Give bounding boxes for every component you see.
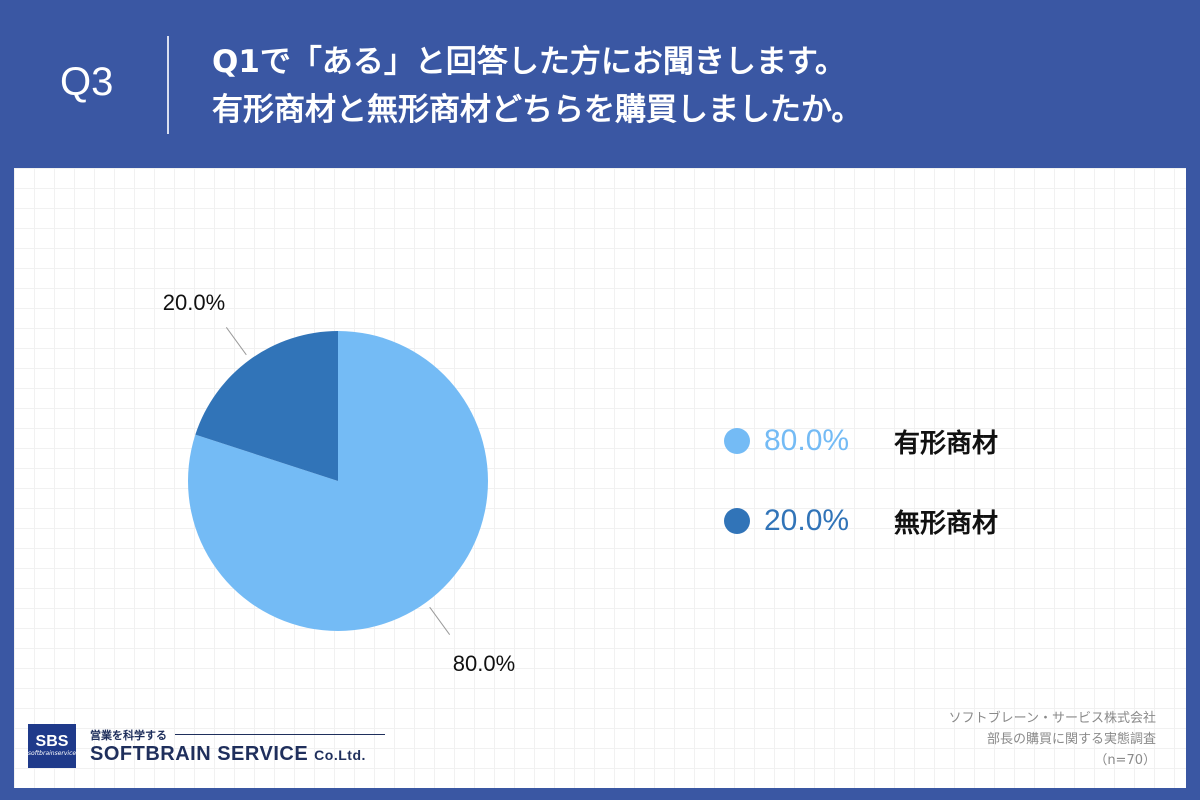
- legend-item-2: 20.0% 無形商材: [724, 501, 998, 541]
- pie-slice-2: [195, 331, 338, 481]
- legend-value: 80.0%: [764, 424, 850, 457]
- source-line-3: （n=70）: [1094, 753, 1156, 768]
- logo-mark-subtext: softbrainservice: [27, 750, 77, 757]
- logo-mark-text: SBS: [35, 733, 69, 750]
- company-logo: SBS softbrainservice 営業を科学する SOFTBRAIN S…: [28, 724, 385, 768]
- logo-tagline: 営業を科学する: [90, 727, 385, 743]
- data-label-2: 20.0%: [163, 290, 225, 315]
- pie-chart: 80.0% 20.0%: [163, 290, 515, 676]
- logo-text: 営業を科学する SOFTBRAIN SERVICE Co.Ltd.: [90, 727, 385, 766]
- source-note: ソフトブレーン・サービス株式会社 部長の購買に関する実態調査 （n=70）: [949, 708, 1156, 771]
- logo-name-text: SOFTBRAIN SERVICE: [90, 742, 309, 765]
- legend-item-1: 80.0% 有形商材: [724, 421, 998, 461]
- logo-mark: SBS softbrainservice: [28, 724, 76, 768]
- source-line-1: ソフトブレーン・サービス株式会社: [948, 711, 1156, 726]
- header-divider: [167, 36, 169, 134]
- legend-label: 有形商材: [894, 428, 999, 459]
- question-number: Q3: [60, 60, 114, 104]
- chart-card: 80.0% 20.0% 80.0% 有形商材 20.0% 無形商材: [14, 168, 1186, 788]
- legend-label: 無形商材: [894, 508, 999, 539]
- legend-swatch: [724, 508, 750, 534]
- leader-line-1: [429, 606, 451, 636]
- source-line-2: 部長の購買に関する実態調査: [986, 732, 1156, 747]
- question-text: Q1で「ある」と回答した方にお聞きします。 有形商材と無形商材どちらを購買しまし…: [212, 38, 1172, 134]
- question-line-2: 有形商材と無形商材どちらを購買しましたか。: [212, 92, 863, 128]
- question-header: Q3 Q1で「ある」と回答した方にお聞きします。 有形商材と無形商材どちらを購買…: [0, 0, 1200, 168]
- data-label-1: 80.0%: [453, 651, 515, 676]
- legend-value: 20.0%: [764, 504, 850, 537]
- logo-rule: [175, 734, 385, 735]
- logo-suffix: Co.Ltd.: [314, 746, 366, 763]
- legend-swatch: [724, 428, 750, 454]
- question-line-1: Q1で「ある」と回答した方にお聞きします。: [212, 44, 846, 80]
- leader-line-2: [225, 326, 247, 356]
- logo-company-name: SOFTBRAIN SERVICE Co.Ltd.: [90, 743, 385, 766]
- logo-tagline-text: 営業を科学する: [90, 728, 167, 742]
